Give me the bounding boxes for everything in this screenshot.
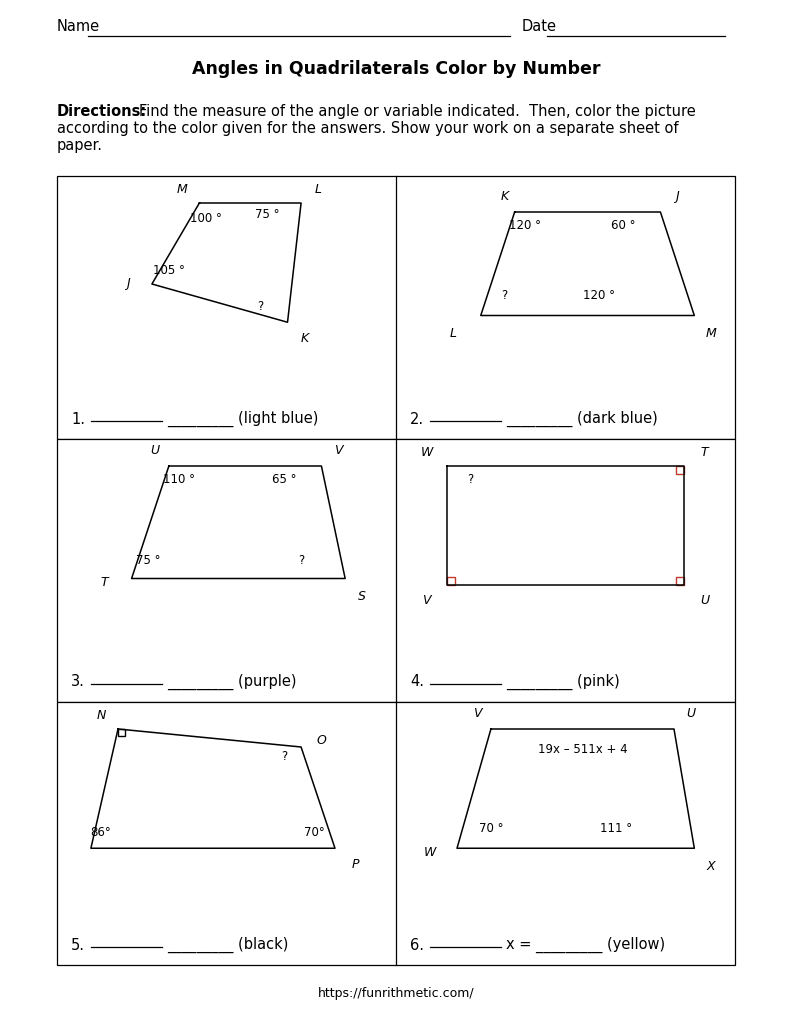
- Text: 5.: 5.: [71, 938, 85, 952]
- Text: L: L: [315, 183, 321, 196]
- Bar: [57, 176, 735, 439]
- Text: L: L: [450, 327, 457, 340]
- Text: https://funrithmetic.com/: https://funrithmetic.com/: [318, 987, 475, 1000]
- Text: U: U: [700, 595, 709, 607]
- Text: U: U: [687, 707, 695, 720]
- Text: T: T: [701, 446, 708, 459]
- Text: 111 °: 111 °: [600, 821, 633, 835]
- Text: ?: ?: [257, 300, 263, 313]
- Text: 60 °: 60 °: [611, 219, 635, 232]
- Text: Find the measure of the angle or variable indicated.  Then, color the picture: Find the measure of the angle or variabl…: [139, 104, 696, 119]
- Text: 75 °: 75 °: [136, 554, 161, 567]
- Bar: [118, 729, 125, 736]
- Text: K: K: [301, 332, 308, 344]
- Text: _________ (pink): _________ (pink): [506, 674, 620, 690]
- Text: 19x – 511x + 4: 19x – 511x + 4: [538, 742, 627, 756]
- Text: 2.: 2.: [410, 412, 424, 427]
- Bar: [57, 702, 735, 965]
- Bar: [676, 578, 684, 586]
- Text: according to the color given for the answers. Show your work on a separate sheet: according to the color given for the ans…: [57, 121, 679, 136]
- Text: Name: Name: [57, 19, 100, 34]
- Text: M: M: [706, 327, 717, 340]
- Text: X: X: [707, 860, 716, 872]
- Text: V: V: [422, 595, 431, 607]
- Text: 86°: 86°: [91, 826, 112, 839]
- Text: J: J: [676, 189, 679, 203]
- Text: _________ (purple): _________ (purple): [167, 674, 297, 690]
- Bar: [57, 439, 735, 702]
- Text: V: V: [473, 707, 482, 720]
- Text: 110 °: 110 °: [163, 473, 195, 486]
- Text: P: P: [351, 857, 359, 870]
- Text: 6.: 6.: [410, 938, 424, 952]
- Text: N: N: [97, 709, 106, 722]
- Text: 120 °: 120 °: [584, 289, 615, 302]
- Text: 75 °: 75 °: [255, 208, 279, 221]
- Text: 3.: 3.: [71, 675, 85, 689]
- Text: W: W: [424, 846, 436, 859]
- Text: 120 °: 120 °: [509, 219, 541, 232]
- Text: 65 °: 65 °: [272, 473, 297, 486]
- Text: 100 °: 100 °: [190, 212, 222, 225]
- Text: W: W: [420, 446, 433, 459]
- Text: M: M: [177, 183, 187, 196]
- Text: x = _________ (yellow): x = _________ (yellow): [506, 937, 665, 953]
- Text: K: K: [501, 189, 509, 203]
- Text: paper.: paper.: [57, 138, 103, 153]
- Text: J: J: [127, 278, 130, 291]
- Text: Directions:: Directions:: [57, 104, 147, 119]
- Text: T: T: [100, 577, 108, 590]
- Text: Date: Date: [522, 19, 557, 34]
- Text: 70 °: 70 °: [479, 821, 503, 835]
- Bar: [447, 578, 455, 586]
- Text: ?: ?: [501, 289, 508, 302]
- Text: 4.: 4.: [410, 675, 424, 689]
- Text: U: U: [151, 443, 160, 457]
- Text: ?: ?: [467, 473, 474, 486]
- Text: V: V: [334, 443, 343, 457]
- Text: ?: ?: [281, 750, 287, 763]
- Bar: [676, 466, 684, 474]
- Text: ?: ?: [298, 554, 305, 567]
- Text: 70°: 70°: [305, 826, 325, 839]
- Text: 1.: 1.: [71, 412, 85, 427]
- Text: 105 °: 105 °: [153, 264, 185, 278]
- Text: _________ (light blue): _________ (light blue): [167, 411, 318, 427]
- Text: S: S: [358, 590, 366, 603]
- Text: Angles in Quadrilaterals Color by Number: Angles in Quadrilaterals Color by Number: [191, 60, 600, 78]
- Text: O: O: [316, 734, 327, 746]
- Text: _________ (dark blue): _________ (dark blue): [506, 411, 658, 427]
- Text: _________ (black): _________ (black): [167, 937, 289, 953]
